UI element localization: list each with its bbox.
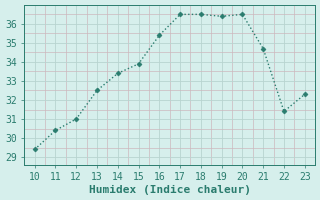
X-axis label: Humidex (Indice chaleur): Humidex (Indice chaleur) <box>89 185 251 195</box>
